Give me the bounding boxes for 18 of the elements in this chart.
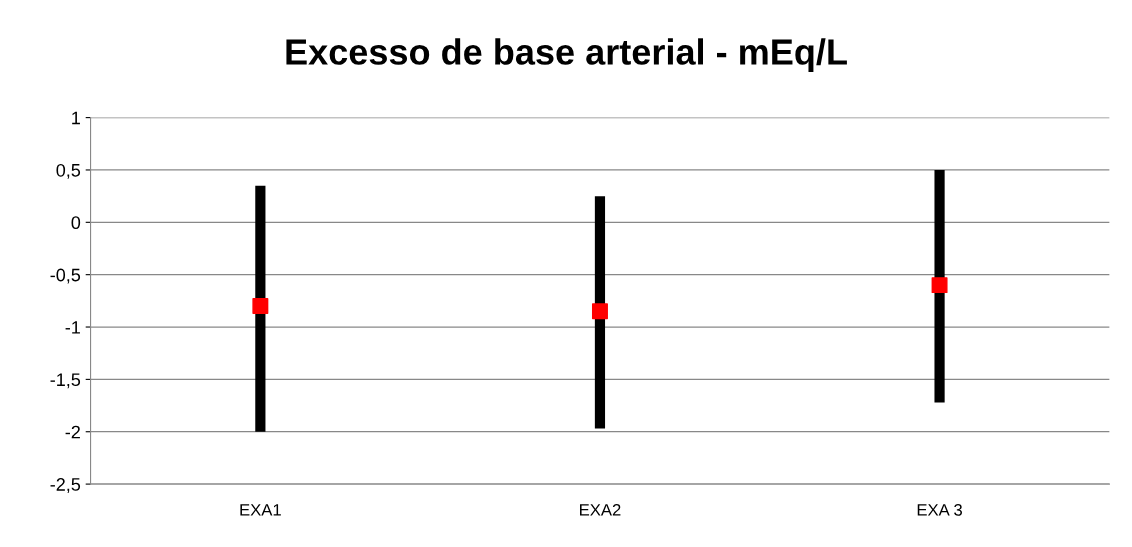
x-tick-label: EXA 3 <box>917 503 962 516</box>
x-tick-label: EXA2 <box>580 503 621 516</box>
point <box>252 298 269 315</box>
chart-title: Excesso de base arterial - mEq/L <box>286 38 847 72</box>
y-tick-label: 0 <box>71 216 81 230</box>
y-tick-label: 1 <box>72 111 80 125</box>
point <box>591 303 608 320</box>
x-tick-label: EXA1 <box>240 504 281 516</box>
point <box>931 277 948 294</box>
y-tick-label: -1,5 <box>50 373 81 389</box>
y-tick-label: -2,5 <box>50 478 81 493</box>
y-tick-label: -0,5 <box>50 268 81 284</box>
bar <box>594 196 606 429</box>
y-tick-label: 0,5 <box>56 163 81 179</box>
bar <box>255 185 266 432</box>
bar <box>934 169 945 403</box>
y-tick-label: -1 <box>65 321 80 334</box>
y-tick-label: -2 <box>65 425 80 439</box>
